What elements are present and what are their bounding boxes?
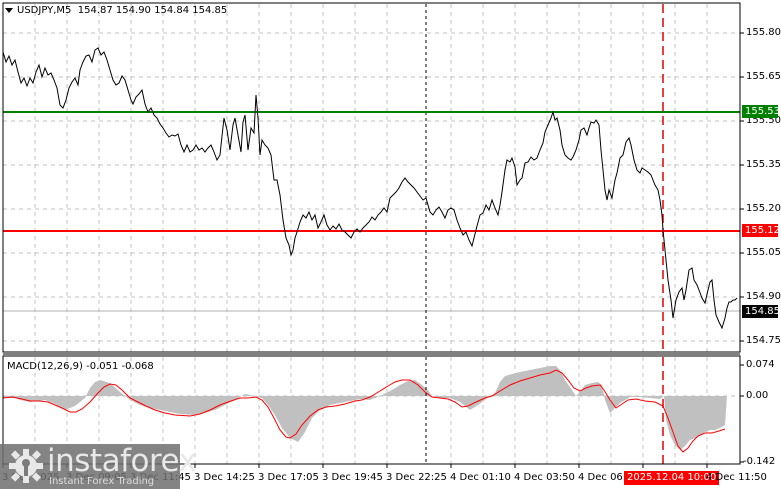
time-label: 4 Dec 03:50 (514, 472, 575, 483)
price-tick: 155.35 (746, 159, 781, 170)
macd-panel-border (2, 355, 741, 465)
time-label: 3 Dec 19:45 (322, 472, 383, 483)
price-tick: 155.65 (746, 71, 781, 82)
watermark-brand: instaforex (47, 443, 197, 479)
price-axis-ticks (740, 32, 744, 342)
price-tick: 155.50 (746, 115, 781, 126)
macd-signal-line (2, 369, 726, 453)
price-tick: 155.20 (746, 203, 781, 214)
gear-logo-icon (9, 449, 43, 483)
time-label: 3 Dec 17:05 (258, 472, 319, 483)
macd-tick: 0.00 (746, 390, 769, 401)
chart-menu-arrow-icon[interactable] (5, 8, 13, 13)
price-tick: 155.80 (746, 27, 781, 38)
macd-tick: -0.142 (743, 456, 776, 467)
support-price-tag: 155.12 (742, 224, 780, 237)
time-label: 4 Dec 06:3 (578, 472, 633, 483)
price-tick: 155.05 (746, 247, 781, 258)
watermark-tagline: Instant Forex Trading (49, 476, 155, 487)
price-tick: 154.90 (746, 291, 781, 302)
time-label: 4 Dec 11:50 (706, 472, 767, 483)
main-grid (3, 4, 740, 352)
instaforex-watermark: instaforex Instant Forex Trading (0, 443, 197, 489)
resistance-price-tag: 155.53 (742, 105, 780, 118)
macd-tick: 0.074 (746, 359, 775, 370)
time-axis-ticks (2, 464, 708, 468)
time-label: 4 Dec 01:10 (450, 472, 511, 483)
macd-histogram (3, 366, 730, 450)
time-label: 3 Dec 14:25 (194, 472, 255, 483)
time-label: 3 Dec 22:25 (386, 472, 447, 483)
macd-axis-ticks (740, 364, 744, 463)
main-panel-border (2, 2, 741, 353)
price-line (2, 47, 738, 330)
chart-title: USDJPY,M5 154.87 154.90 154.84 154.85 (17, 5, 228, 16)
current-price-tag: 154.85 (742, 305, 780, 318)
highlighted-time-tag: 2025.12.04 10:00 (624, 471, 720, 485)
macd-title: MACD(12,26,9) -0.051 -0.068 (7, 361, 154, 372)
price-tick: 154.75 (746, 335, 781, 346)
